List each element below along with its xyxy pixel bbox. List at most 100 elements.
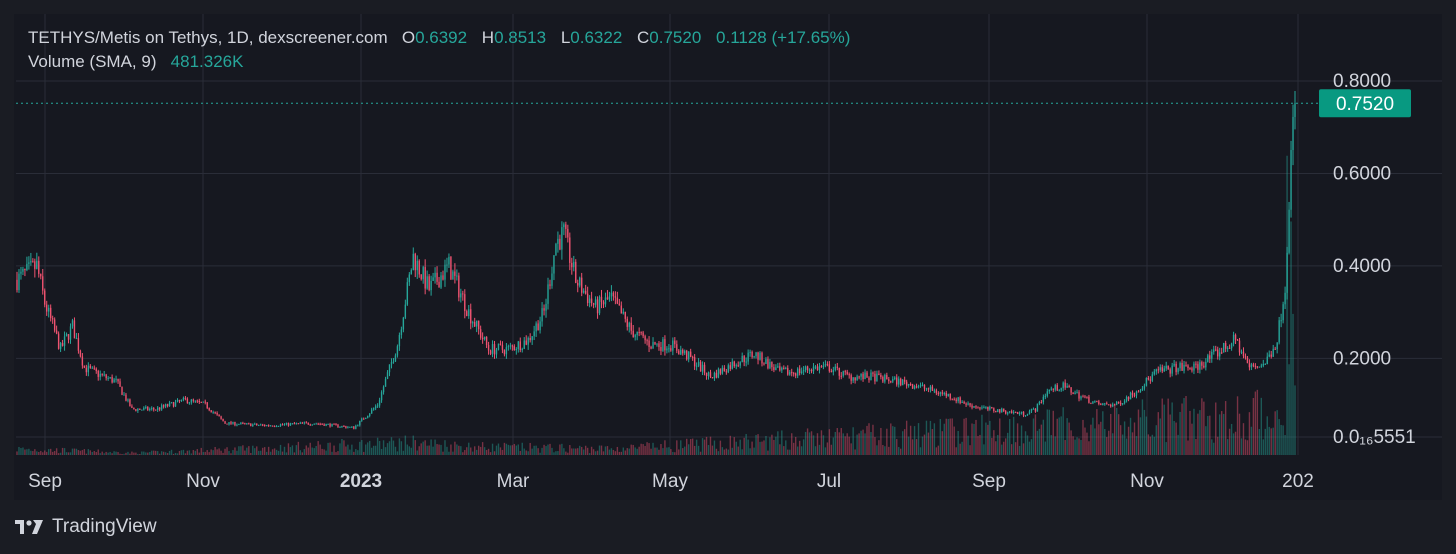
candle-body — [656, 343, 658, 345]
candle-body — [1238, 340, 1241, 353]
candle-body — [844, 371, 846, 373]
volume-bar — [220, 450, 222, 455]
candle-body — [616, 297, 619, 304]
volume-bar — [909, 425, 912, 455]
candle-body — [864, 372, 866, 380]
volume-bar — [262, 447, 264, 455]
volume-bar — [464, 450, 466, 455]
volume-bar — [862, 429, 864, 455]
candle-body — [143, 407, 145, 410]
volume-bar — [1014, 442, 1017, 455]
candle-body — [999, 409, 1001, 413]
candle-body — [1256, 366, 1259, 368]
volume-bar — [105, 451, 107, 455]
candle-body — [584, 290, 587, 294]
tradingview-brand[interactable]: TradingView — [14, 516, 157, 538]
candle-body — [872, 372, 874, 374]
volume-bar — [900, 448, 902, 455]
candle-body — [236, 424, 238, 426]
candle-body — [654, 342, 656, 345]
candle-body — [1127, 396, 1130, 400]
candle-body — [216, 412, 218, 415]
volume-bar — [561, 443, 563, 455]
volume-bar — [192, 450, 195, 455]
volume-bar — [539, 452, 541, 455]
candle-body — [757, 352, 759, 360]
candle-body — [771, 361, 773, 368]
candle-body — [1078, 392, 1080, 399]
candle-body — [319, 423, 321, 425]
candle-body — [1147, 378, 1150, 380]
candle-body — [287, 422, 290, 426]
volume-bar — [672, 451, 674, 455]
volume-bar — [810, 431, 813, 455]
candle-body — [248, 423, 250, 425]
candle-body — [176, 399, 179, 402]
volume-bar — [1080, 439, 1082, 455]
volume-bar — [246, 447, 248, 455]
candle-body — [474, 322, 476, 327]
volume-bar — [828, 429, 831, 455]
volume-bar — [188, 450, 191, 455]
candle-body — [1219, 352, 1221, 357]
volume-bar — [733, 437, 735, 455]
candle-body — [210, 410, 212, 413]
volume-bar — [604, 446, 607, 455]
candle-body — [109, 377, 111, 379]
candle-body — [689, 351, 692, 357]
candle-body — [341, 425, 343, 427]
candle-body — [365, 417, 367, 420]
volume-bar — [533, 445, 535, 455]
volume-bar — [929, 420, 932, 455]
candle-body — [521, 348, 523, 351]
candle-body — [1195, 363, 1197, 365]
candle-body — [1117, 402, 1120, 404]
volume-bar — [977, 436, 979, 455]
candle-body — [222, 418, 224, 422]
candle-body — [339, 426, 341, 428]
price-chart[interactable]: 0.8000 0.6000 0.4000 0.2000 0.0₁₆5551 0.7520 S… — [0, 0, 1456, 500]
volume-bar — [741, 449, 743, 455]
volume-bar — [22, 447, 24, 455]
volume-bar — [402, 450, 405, 455]
volume-bar — [214, 446, 216, 455]
volume-bar — [186, 450, 189, 455]
candle-body — [1282, 304, 1284, 321]
volume-bar — [194, 450, 197, 455]
volume-bar — [20, 448, 22, 455]
candle-body — [16, 279, 18, 291]
volume-bar — [1096, 409, 1098, 455]
volume-bar — [505, 443, 508, 455]
volume-bar — [497, 443, 500, 455]
candle-body — [269, 425, 272, 427]
candle-body — [174, 401, 177, 407]
candle-body — [688, 351, 690, 360]
volume-bar — [1104, 429, 1106, 455]
high-value: 0.8513 — [494, 28, 547, 47]
volume-bar — [1224, 401, 1227, 455]
volume-bar — [87, 449, 90, 455]
candle-body — [610, 292, 613, 297]
candle-body — [915, 386, 918, 388]
volume-bar — [759, 441, 761, 455]
candle-body — [529, 338, 531, 341]
volume-bar — [353, 451, 355, 455]
volume-bar — [472, 451, 474, 455]
candle-body — [900, 378, 902, 386]
brand-name: TradingView — [52, 516, 157, 537]
volume-bar — [44, 450, 46, 455]
candle-body — [761, 352, 763, 364]
candle-body — [804, 366, 807, 370]
volume-bar — [456, 444, 458, 455]
volume-bar — [1123, 421, 1126, 455]
candle-body — [1270, 354, 1272, 357]
candle-body — [535, 323, 537, 332]
candle-body — [981, 407, 983, 409]
volume-bar — [36, 451, 38, 455]
volume-bar — [458, 445, 460, 455]
candle-body — [442, 275, 444, 280]
volume-bar — [579, 445, 581, 455]
volume-bar — [860, 430, 862, 455]
candle-body — [1026, 414, 1029, 416]
volume-bar — [378, 440, 381, 455]
